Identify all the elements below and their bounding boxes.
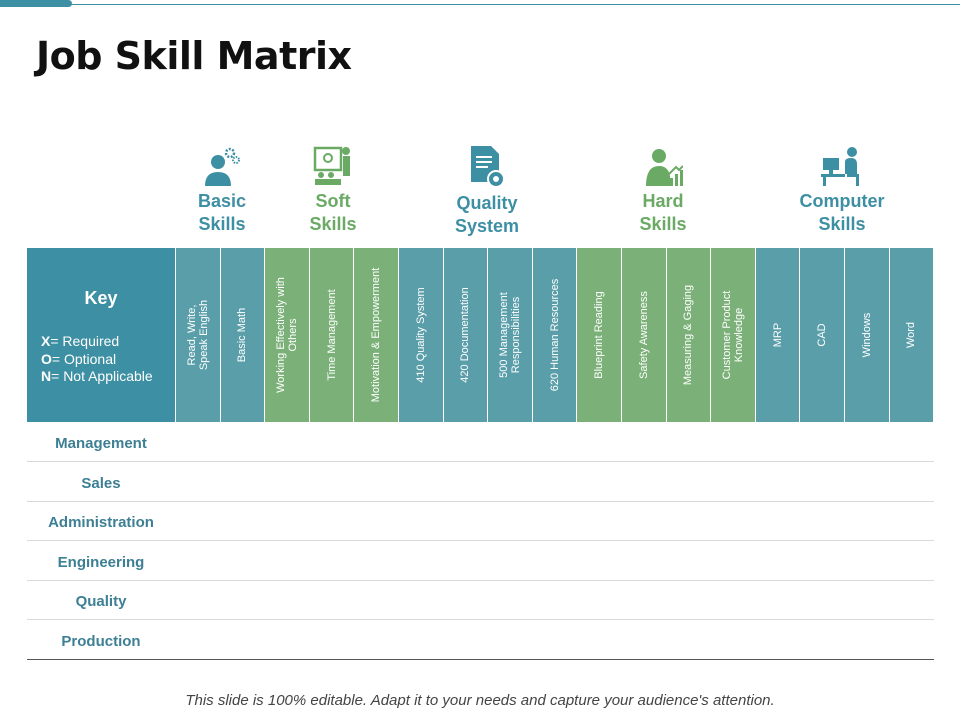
- skill-column-label: 500 Management Responsibilities: [497, 292, 522, 378]
- person-gears-icon: [205, 147, 240, 186]
- key-item-not-applicable: N= Not Applicable: [41, 368, 153, 384]
- category-quality-system: Quality System: [442, 144, 532, 238]
- table-row: Management: [27, 423, 934, 462]
- skill-column-label: Read, Write, Speak English: [185, 299, 210, 371]
- skill-column-label: 620 Human Resources: [548, 278, 561, 392]
- skill-column-label: Motivation & Empowerment: [370, 267, 383, 403]
- skill-column-header: 420 Documentation: [442, 248, 488, 422]
- skill-column-header: Time Management: [308, 248, 354, 422]
- table-row: Administration: [27, 502, 934, 541]
- category-label: Hard Skills: [639, 191, 687, 234]
- key-title: Key: [84, 288, 118, 308]
- skill-column-header: 500 Management Responsibilities: [487, 248, 532, 422]
- matrix-header: Key X= Required O= Optional N= Not Appli…: [27, 248, 934, 422]
- category-basic-skills: Basic Skills: [182, 144, 262, 236]
- category-hard-skills: Hard Skills: [623, 144, 703, 236]
- table-row: Quality: [27, 581, 934, 620]
- skill-column-header: Blueprint Reading: [576, 248, 621, 422]
- skill-column-header: Read, Write, Speak English: [175, 248, 220, 422]
- skill-column-label: Measuring & Gaging: [682, 284, 695, 386]
- top-accent-line: [0, 4, 960, 5]
- skill-column-header: Working Effectively with Others: [264, 248, 309, 422]
- skill-column-label: Blueprint Reading: [593, 291, 606, 379]
- person-growth-chart-icon: [646, 149, 683, 186]
- skill-column-label: Safety Awareness: [637, 291, 650, 379]
- skill-column-header: Customer Product Knowledge: [710, 248, 755, 422]
- row-label: Quality: [75, 593, 127, 610]
- row-label: Management: [55, 435, 147, 452]
- footer-note: This slide is 100% editable. Adapt it to…: [185, 692, 775, 709]
- skill-column-header: Word: [888, 248, 934, 422]
- key-legend: Key X= Required O= Optional N= Not Appli…: [27, 248, 175, 422]
- skill-column-header: Safety Awareness: [621, 248, 666, 422]
- skill-column-label: CAD: [816, 323, 829, 347]
- skill-column-header: CAD: [799, 248, 844, 422]
- skill-column-header: Windows: [844, 248, 889, 422]
- skill-column-label: Working Effectively with Others: [274, 277, 299, 393]
- table-row: Production: [27, 621, 934, 660]
- row-label: Administration: [48, 514, 154, 531]
- skill-column-label: MRP: [771, 322, 784, 348]
- key-item-optional: O= Optional: [41, 351, 117, 367]
- skill-column-label: Word: [905, 321, 918, 349]
- row-label: Engineering: [57, 553, 145, 571]
- skill-column-label: Basic Math: [236, 307, 249, 363]
- top-accent-tab: [0, 0, 72, 7]
- category-computer-skills: Computer Skills: [792, 144, 892, 236]
- skill-column-label: 410 Quality System: [414, 287, 427, 383]
- skill-column-label: Customer Product Knowledge: [720, 290, 745, 380]
- row-label: Production: [61, 632, 141, 650]
- page-title: Job Skill Matrix: [36, 34, 352, 78]
- category-soft-skills: Soft Skills: [293, 144, 373, 236]
- table-row: Engineering: [27, 542, 934, 581]
- skill-column-header: Measuring & Gaging: [665, 248, 711, 422]
- category-label: Soft Skills: [309, 191, 357, 234]
- skill-column-header: Motivation & Empowerment: [353, 248, 398, 422]
- category-label: Basic Skills: [197, 191, 247, 234]
- category-label: Quality System: [454, 193, 520, 236]
- row-label: Sales: [81, 474, 121, 492]
- presentation-board-icon: [313, 146, 350, 185]
- key-item-required: X= Required: [41, 333, 120, 349]
- table-row: Sales: [27, 463, 934, 502]
- category-label: Computer Skills: [799, 191, 885, 234]
- person-at-computer-icon: [821, 147, 859, 186]
- skill-column-label: Time Management: [325, 289, 338, 381]
- document-gear-icon: [471, 146, 505, 188]
- skill-column-header: MRP: [754, 248, 800, 422]
- skill-column-header: Basic Math: [219, 248, 265, 422]
- skill-column-label: Windows: [860, 312, 873, 358]
- skill-column-header: 620 Human Resources: [531, 248, 577, 422]
- skill-column-label: 420 Documentation: [459, 287, 472, 383]
- skill-column-header: 410 Quality System: [398, 248, 443, 422]
